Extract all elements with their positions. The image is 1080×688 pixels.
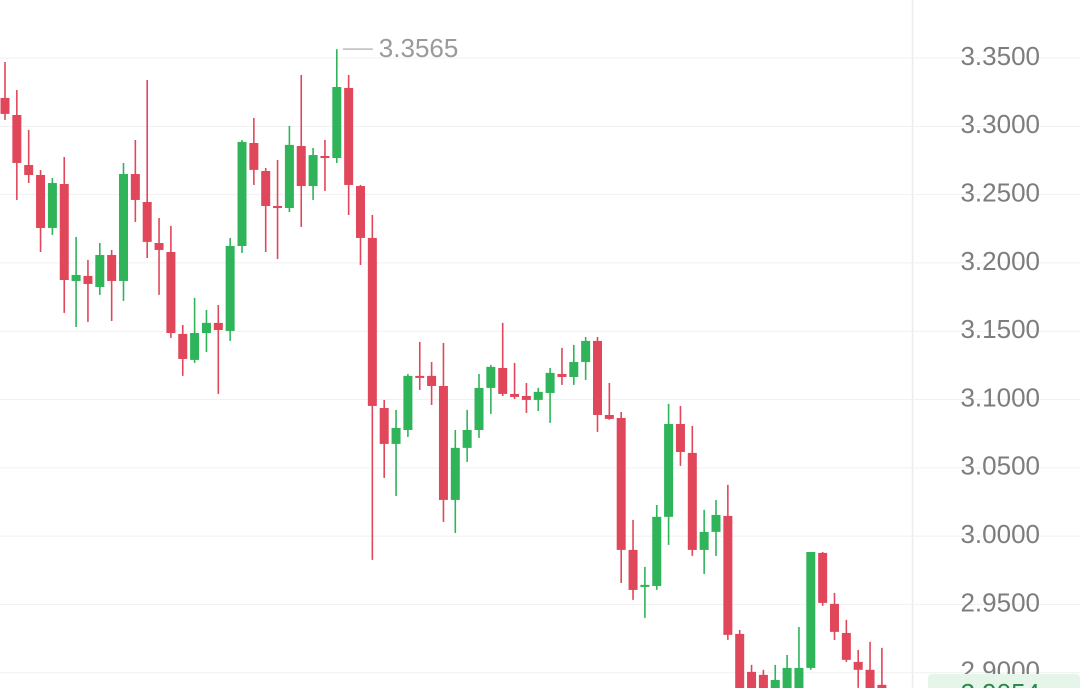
candle-body (782, 667, 792, 688)
candle-body (747, 671, 757, 688)
candle-body (699, 531, 709, 550)
candle-body (273, 205, 283, 209)
y-tick-label: 3.1500 (960, 314, 1040, 344)
candle-body (616, 417, 626, 550)
candle-body (450, 447, 460, 500)
candle-body (249, 143, 259, 170)
candle-body (462, 429, 472, 448)
candles (0, 49, 887, 688)
candle-body (367, 237, 377, 406)
candle-body (237, 141, 247, 246)
candle-body (711, 514, 721, 532)
max-label: 3.3565 (379, 33, 459, 63)
candle-body (95, 255, 105, 287)
y-tick-label: 3.2000 (960, 246, 1040, 276)
candle-body (877, 684, 887, 688)
candle-body (12, 115, 22, 163)
candle-body (427, 375, 437, 387)
candle-body (154, 242, 164, 250)
candle-body (604, 414, 614, 419)
candle-body (486, 366, 496, 388)
candle-body (498, 367, 508, 394)
y-tick-label: 3.1000 (960, 382, 1040, 412)
y-tick-label: 3.0500 (960, 451, 1040, 481)
candle-body (308, 155, 318, 187)
candle-body (190, 333, 200, 360)
candle-body (593, 340, 602, 415)
candle-body (818, 552, 828, 603)
candle-body (71, 274, 81, 281)
last-price-label: 2.9054 (960, 678, 1040, 688)
candle-body (806, 551, 816, 668)
candle-body (758, 674, 768, 688)
candle-body (284, 144, 294, 209)
candle-body (59, 183, 69, 281)
candle-body (415, 375, 425, 378)
candle-body (533, 391, 543, 400)
candle-body (723, 515, 733, 635)
candle-body (403, 375, 413, 430)
candle-body (332, 87, 342, 159)
candle-body (557, 373, 567, 377)
candle-body (379, 407, 389, 444)
candle-body (438, 386, 448, 500)
y-tick-label: 3.3000 (960, 109, 1040, 139)
candle-body (687, 452, 697, 550)
candle-body (521, 395, 531, 400)
y-tick-label: 3.2500 (960, 178, 1040, 208)
candle-body (119, 174, 128, 281)
candle-body (652, 516, 662, 586)
candle-body (320, 155, 330, 159)
candle-body (107, 255, 117, 281)
candle-body (474, 387, 484, 430)
candle-body (830, 603, 839, 632)
candle-body (770, 679, 780, 688)
candle-body (628, 549, 638, 590)
y-tick-label: 2.9500 (960, 587, 1040, 617)
candle-body (36, 174, 46, 228)
candle-body (24, 164, 34, 175)
candle-body (296, 146, 306, 187)
candle-body (225, 245, 235, 331)
candle-body (510, 393, 520, 397)
candle-body (213, 322, 223, 330)
candle-body (47, 183, 57, 228)
candle-body (581, 340, 591, 362)
y-tick-label: 3.3500 (960, 41, 1040, 71)
candle-body (853, 661, 863, 670)
candle-body (640, 584, 650, 587)
candle-body (545, 372, 555, 393)
candle-body (166, 252, 176, 334)
last-price-tag (928, 674, 1080, 688)
candle-body (356, 186, 365, 238)
candle-body (391, 427, 401, 444)
candle-body (569, 361, 579, 377)
candle-body (0, 97, 10, 114)
candle-body (142, 202, 152, 242)
candle-body (865, 669, 875, 688)
candle-body (841, 632, 851, 660)
candle-body (261, 171, 271, 206)
candle-body (675, 423, 685, 452)
candle-body (794, 667, 804, 688)
candle-body (83, 275, 93, 284)
candle-body (178, 333, 188, 359)
candle-body (344, 87, 354, 185)
candle-body (201, 322, 211, 334)
candle-body (664, 423, 674, 517)
candle-body (130, 174, 140, 200)
y-tick-label: 3.0000 (960, 519, 1040, 549)
candle-body (735, 633, 745, 688)
